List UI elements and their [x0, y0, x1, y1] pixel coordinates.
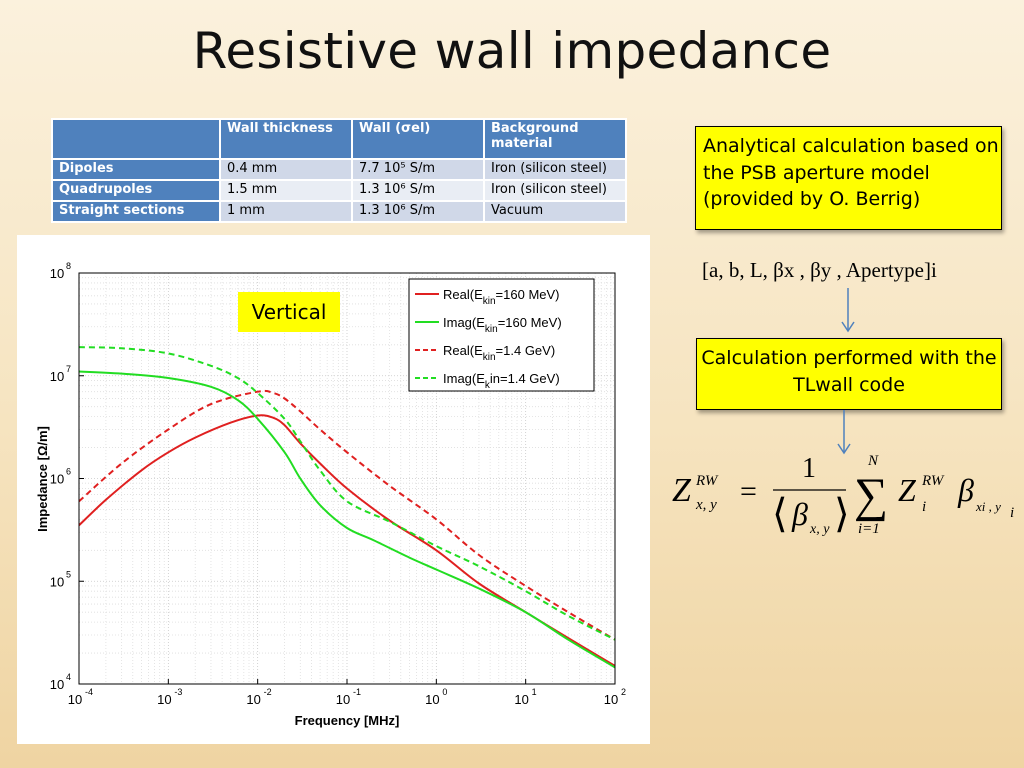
formula-zi-sup: RW [921, 473, 945, 489]
legend-label: Imag(Ekin=1.4 GeV) [443, 371, 560, 391]
tlwall-callout: Calculation performed with the TLwall co… [696, 338, 1002, 410]
formula-beta-sub2: i [1010, 505, 1014, 521]
formula-right-bracket: ⟩ [834, 491, 850, 536]
y-tick-exponent: 8 [66, 261, 71, 271]
impedance-formula: Z RW x, y = 1 ⟨ β x, y ⟩ N ∑ i=1 Z RW i … [672, 453, 1014, 537]
x-tick-label: 10 [336, 692, 350, 707]
x-tick-label: 10 [157, 692, 171, 707]
x-tick-label: 10 [68, 692, 82, 707]
table-cell: 0.4 mm [219, 158, 353, 181]
table-cell: 1.3 10⁶ S/m [351, 179, 485, 202]
y-tick-exponent: 6 [66, 467, 71, 477]
chart-curves [79, 346, 615, 669]
legend-label: Imag(Ekin=160 MeV) [443, 315, 562, 335]
table-header-corner [51, 118, 221, 160]
x-tick-exponent: -4 [85, 687, 93, 697]
parameters-text: [a, b, L, βx , βy , Apertype]i [702, 258, 937, 282]
table-row-label: Quadrupoles [51, 179, 221, 202]
table-cell: 7.7 10⁵ S/m [351, 158, 485, 181]
grid-lines [78, 273, 615, 685]
formula-zi-sub: i [922, 499, 926, 515]
series-line-2 [79, 370, 615, 669]
table-cell: 1.3 10⁶ S/m [351, 200, 485, 223]
y-axis-label: Impedance [Ω/m] [35, 426, 50, 532]
down-arrow-icon [837, 410, 851, 455]
formula-den-beta: β [791, 496, 808, 532]
y-tick-label: 10 [50, 266, 64, 281]
down-arrow-icon [841, 288, 855, 333]
y-tick-label: 10 [50, 574, 64, 589]
series-line-4 [79, 346, 615, 641]
chart-legend: Real(Ekin=160 MeV) Imag(Ekin=160 MeV) Real… [408, 278, 595, 392]
formula-den-sub: x, y [809, 522, 830, 537]
formula-z-sub: x, y [695, 497, 717, 513]
table-row: Dipoles 0.4 mm 7.7 10⁵ S/m Iron (silicon… [51, 158, 627, 181]
y-tick-label: 10 [50, 677, 64, 692]
table-row-label: Dipoles [51, 158, 221, 181]
x-tick-label: 10 [246, 692, 260, 707]
formula-zi: Z [898, 472, 917, 508]
formula-numerator: 1 [802, 453, 816, 484]
formula-sum-sign: ∑ [854, 469, 888, 522]
table-cell: Iron (silicon steel) [483, 179, 627, 202]
analytical-callout: Analytical calculation based on the PSB … [695, 126, 1002, 230]
y-tick-label: 10 [50, 369, 64, 384]
table-header-thickness: Wall thickness [219, 118, 353, 160]
vertical-plane-label: Vertical [238, 292, 340, 332]
x-axis-label: Frequency [MHz] [295, 713, 400, 728]
y-tick-label: 10 [50, 472, 64, 487]
formula-z: Z [672, 472, 692, 509]
x-tick-exponent: -1 [353, 687, 361, 697]
y-tick-exponent: 4 [66, 672, 71, 682]
x-tick-label: 10 [514, 692, 528, 707]
table-row: Quadrupoles 1.5 mm 1.3 10⁶ S/m Iron (sil… [51, 179, 627, 202]
y-tick-exponent: 5 [66, 569, 71, 579]
y-tick-exponent: 7 [66, 364, 71, 374]
table-row: Straight sections 1 mm 1.3 10⁶ S/m Vacuu… [51, 200, 627, 223]
x-tick-label: 10 [604, 692, 618, 707]
formula-z-sup: RW [695, 473, 719, 489]
wall-properties-table: Wall thickness Wall (σel) Background mat… [51, 118, 627, 223]
table-cell: 1 mm [219, 200, 353, 223]
formula-sum-top: N [867, 453, 879, 469]
formula-equals: = [740, 475, 757, 508]
slide-title: Resistive wall impedance [192, 22, 832, 80]
x-tick-label: 10 [425, 692, 439, 707]
table-cell: Vacuum [483, 200, 627, 223]
series-line-1 [79, 414, 615, 667]
formula-left-bracket: ⟨ [772, 491, 788, 536]
formula-sum-bottom: i=1 [858, 521, 880, 537]
formula-beta: β [957, 472, 974, 508]
formula-beta-sub: xi , y [975, 499, 1001, 514]
x-tick-exponent: -2 [264, 687, 272, 697]
table-header-wall: Wall (σel) [351, 118, 485, 160]
legend-label: Real(Ekin=160 MeV) [443, 287, 560, 307]
table-row-label: Straight sections [51, 200, 221, 223]
series-line-3 [79, 389, 615, 641]
table-header-material: Background material [483, 118, 627, 160]
legend-label: Real(Ekin=1.4 GeV) [443, 343, 555, 363]
x-tick-exponent: -3 [174, 687, 182, 697]
legend-box [408, 278, 595, 392]
table-cell: Iron (silicon steel) [483, 158, 627, 181]
x-tick-exponent: 2 [621, 687, 626, 697]
table-cell: 1.5 mm [219, 179, 353, 202]
table-header-row: Wall thickness Wall (σel) Background mat… [51, 118, 627, 160]
x-tick-exponent: 0 [442, 687, 447, 697]
x-tick-exponent: 1 [532, 687, 537, 697]
x-tick-labels: 10 -4 10 -3 10 -2 10 -1 10 0 10 1 10 2 [68, 679, 626, 707]
